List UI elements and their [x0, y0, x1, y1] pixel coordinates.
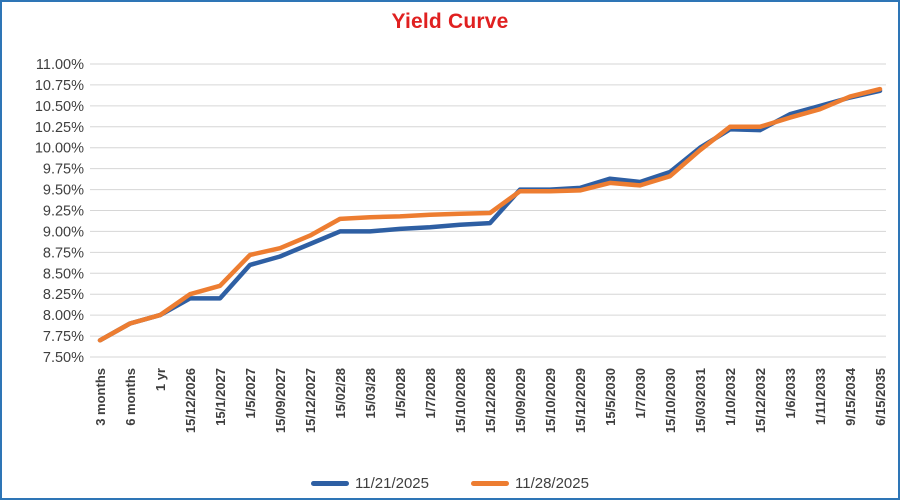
legend-item-series1: 11/21/2025 — [311, 475, 429, 492]
x-axis-tick-label: 9/15/2034 — [843, 367, 858, 426]
y-axis-tick-label: 10.00% — [35, 141, 84, 157]
chart-title: Yield Curve — [391, 10, 509, 33]
x-axis-tick-label: 15/10/2029 — [543, 368, 558, 433]
x-axis-tick-label: 15/5/2030 — [603, 368, 618, 426]
x-axis-tick-label: 15/10/2028 — [453, 368, 468, 433]
x-axis-tick-label: 6 months — [123, 368, 138, 426]
series-line-blue — [97, 88, 883, 343]
x-axis-tick-label: 1/5/2028 — [393, 368, 408, 419]
y-axis-tick-label: 10.50% — [35, 99, 84, 115]
x-axis-tick-label: 15/12/2032 — [753, 368, 768, 433]
y-axis-tick-label: 7.50% — [43, 350, 84, 366]
x-axis-tick-label: 6/15/2035 — [873, 368, 888, 426]
x-axis-tick-label: 15/12/2027 — [303, 368, 318, 433]
y-axis-tick-label: 11.00% — [36, 57, 84, 73]
x-axis-tick-label: 1/5/2027 — [243, 368, 258, 419]
x-axis-tick-label: 15/12/2028 — [483, 368, 498, 433]
y-axis-tick-label: 9.25% — [43, 204, 84, 220]
x-axis-tick-label: 15/12/2029 — [573, 368, 588, 433]
x-axis-tick-label: 1/11/2033 — [813, 368, 828, 425]
y-axis-tick-label: 8.75% — [43, 245, 84, 261]
y-axis-tick-label: 7.75% — [43, 329, 84, 345]
y-axis-tick-label: 10.25% — [35, 120, 84, 136]
legend-item-series2: 11/28/2025 — [471, 475, 589, 492]
x-axis-tick-label: 1/10/2032 — [723, 368, 738, 426]
legend-label: 11/21/2025 — [355, 475, 429, 492]
x-axis-tick-label: 1/7/2028 — [423, 368, 438, 419]
x-axis-tick-label: 15/09/2027 — [273, 368, 288, 433]
x-axis-tick-label: 15/02/28 — [333, 368, 348, 419]
x-axis-tick-label: 15/09/2029 — [513, 368, 528, 433]
y-axis-tick-label: 8.00% — [43, 308, 84, 324]
y-axis-tick-label: 9.50% — [43, 183, 84, 199]
legend-label: 11/28/2025 — [515, 475, 589, 492]
x-axis-tick-label: 15/12/2026 — [183, 368, 198, 433]
y-axis-tick-label: 10.75% — [35, 78, 84, 94]
legend-line-swatch — [471, 481, 509, 486]
y-axis-tick-label: 9.75% — [43, 162, 84, 178]
x-axis-tick-label: 15/03/28 — [363, 368, 378, 419]
x-axis-tick-label: 15/10/2030 — [663, 368, 678, 433]
x-axis-tick-label: 1 yr — [153, 368, 168, 391]
x-axis-tick-label: 1/6/2033 — [783, 368, 798, 419]
y-axis-tick-label: 8.25% — [43, 287, 84, 303]
legend: 11/21/2025 11/28/2025 — [2, 475, 898, 492]
y-axis-tick-label: 9.00% — [43, 224, 84, 240]
x-axis-tick-label: 15/03/2031 — [693, 368, 708, 433]
series-line-orange — [97, 86, 883, 343]
x-axis-tick-label: 3 months — [93, 368, 108, 426]
y-axis-tick-label: 8.50% — [43, 266, 84, 282]
legend-line-swatch — [311, 481, 350, 486]
x-axis-tick-label: 1/7/2030 — [633, 368, 648, 419]
x-axis-tick-label: 15/1/2027 — [213, 368, 228, 426]
